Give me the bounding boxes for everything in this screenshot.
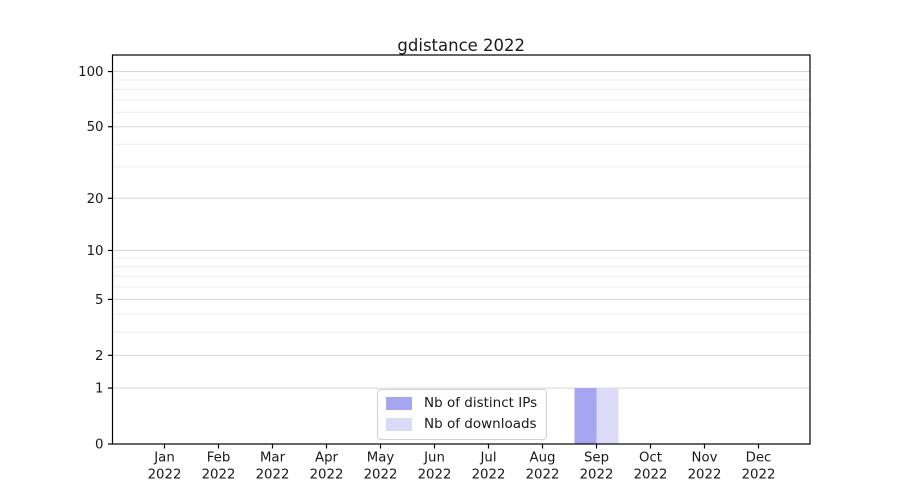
- x-tick-label-month: Aug: [530, 451, 556, 466]
- bar-nb-of-downloads: [596, 388, 619, 444]
- x-tick-label-year: 2022: [310, 468, 344, 483]
- y-tick-label: 1: [95, 382, 103, 397]
- y-tick-label: 5: [95, 293, 103, 308]
- x-tick-label-month: Sep: [584, 451, 609, 466]
- x-tick-label-month: Dec: [746, 451, 772, 466]
- chart-title: gdistance 2022: [397, 36, 525, 55]
- y-axis-ticks: 0 1 2 5 10 20 50 100: [78, 65, 113, 453]
- y-tick-label: 0: [95, 438, 103, 453]
- x-tick-label-month: Oct: [639, 451, 662, 466]
- x-tick-label-year: 2022: [148, 468, 182, 483]
- y-tick-label: 10: [87, 244, 104, 259]
- x-tick-label-month: Jul: [479, 451, 496, 466]
- x-tick-label-year: 2022: [634, 468, 668, 483]
- y-tick-label: 100: [78, 65, 103, 80]
- x-tick-label-year: 2022: [472, 468, 506, 483]
- x-tick-label-year: 2022: [742, 468, 776, 483]
- y-tick-label: 50: [87, 120, 104, 135]
- x-tick-label-month: May: [367, 451, 395, 466]
- bar-nb-of-distinct-ips: [574, 388, 597, 444]
- y-tick-label: 2: [95, 349, 103, 364]
- x-tick-label-year: 2022: [364, 468, 398, 483]
- x-tick-label-month: Apr: [315, 451, 339, 466]
- legend-label-downloads: Nb of downloads: [424, 416, 537, 432]
- x-axis-ticks: Jan 2022 Feb 2022 Mar 2022 Apr 2022 May 2022 Jun 20…: [148, 444, 776, 483]
- x-tick-label-month: Feb: [207, 451, 231, 466]
- plot-border: [111, 54, 811, 445]
- x-tick-label-month: Jan: [153, 451, 175, 466]
- legend-label-distinct-ips: Nb of distinct IPs: [424, 395, 538, 411]
- legend: Nb of distinct IPs Nb of downloads: [377, 389, 548, 440]
- x-tick-label-month: Jun: [423, 451, 445, 466]
- bars-layer: [574, 388, 619, 444]
- x-tick-label-month: Nov: [692, 451, 718, 466]
- x-tick-label-year: 2022: [256, 468, 290, 483]
- x-tick-label-year: 2022: [688, 468, 722, 483]
- y-tick-label: 20: [87, 192, 104, 207]
- x-tick-label-month: Mar: [260, 451, 286, 466]
- x-tick-label-year: 2022: [580, 468, 614, 483]
- legend-item-downloads: Nb of downloads: [386, 416, 537, 433]
- x-tick-label-year: 2022: [418, 468, 452, 483]
- legend-item-distinct-ips: Nb of distinct IPs: [386, 395, 537, 412]
- legend-swatch-downloads-icon: [386, 418, 412, 431]
- gridlines-layer: [112, 71, 810, 389]
- x-tick-label-year: 2022: [526, 468, 560, 483]
- x-tick-label-year: 2022: [202, 468, 236, 483]
- legend-swatch-distinct-ips-icon: [386, 397, 412, 410]
